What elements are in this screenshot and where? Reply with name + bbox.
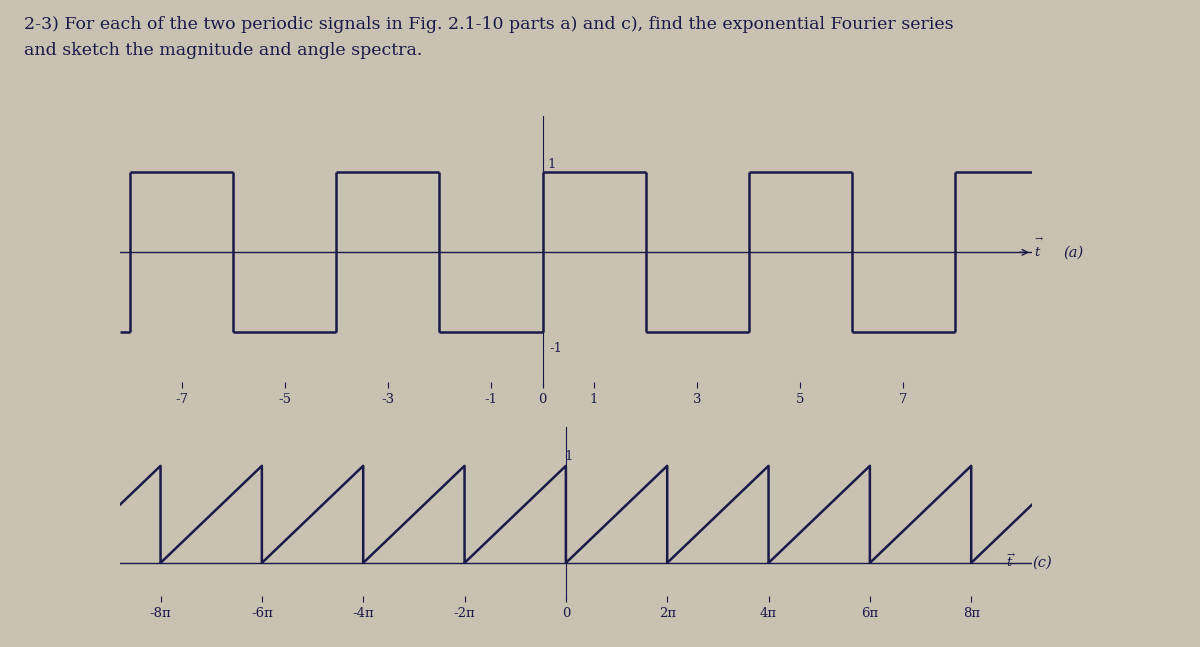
Text: t: t xyxy=(1034,246,1040,259)
Text: -1: -1 xyxy=(548,342,562,355)
Text: and sketch the magnitude and angle spectra.: and sketch the magnitude and angle spect… xyxy=(24,42,422,59)
Text: 1: 1 xyxy=(564,450,572,463)
Text: (c): (c) xyxy=(1032,556,1051,570)
Text: →: → xyxy=(1034,236,1043,245)
Text: →: → xyxy=(1007,552,1015,560)
Text: t: t xyxy=(1007,556,1012,569)
Text: (a): (a) xyxy=(1063,245,1084,259)
Text: 2-3) For each of the two periodic signals in Fig. 2.1-10 parts a) and c), find t: 2-3) For each of the two periodic signal… xyxy=(24,16,954,33)
Text: 1: 1 xyxy=(547,158,556,171)
